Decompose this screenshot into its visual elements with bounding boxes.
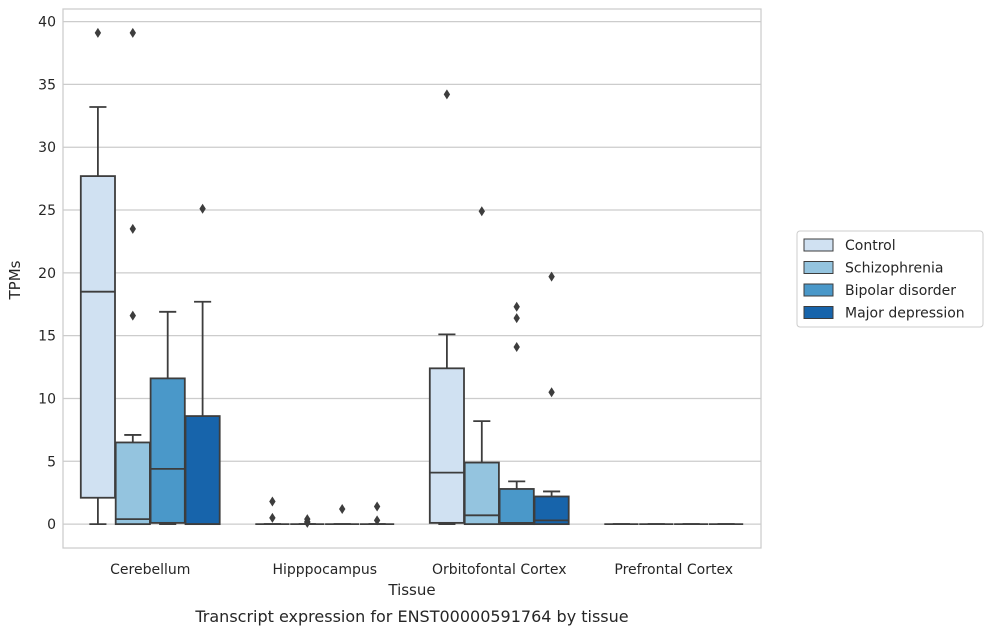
box-major-depression: [184, 203, 221, 526]
x-tick-labels: Cerebellum Hipppocampus Orbitofontal Corte…: [110, 562, 733, 578]
box-control: [428, 89, 465, 526]
legend-label: Control: [845, 238, 896, 254]
box-iqr: [79, 175, 116, 499]
box-control: [255, 496, 290, 526]
outlier-point: [269, 512, 276, 523]
outlier-point: [443, 89, 451, 100]
legend-swatch: [803, 238, 834, 252]
outlier-point: [513, 301, 520, 312]
box-iqr: [114, 441, 151, 526]
legend-label: Schizophrenia: [845, 261, 943, 277]
outlier-point: [373, 515, 381, 526]
box-groups: [79, 27, 744, 528]
box-schizophrenia: [463, 206, 500, 526]
y-tick-label: 10: [38, 391, 56, 407]
box-schizophrenia: [290, 514, 325, 528]
box-iqr: [463, 461, 500, 526]
outlier-point: [373, 501, 381, 512]
legend-swatch: [803, 283, 834, 297]
outlier-point: [304, 517, 311, 528]
y-tick-label: 35: [38, 77, 56, 93]
legend-frame: [796, 230, 984, 328]
chart-caption: Transcript expression for ENST0000059176…: [194, 607, 628, 626]
box-bipolar-disorder: [149, 310, 186, 526]
y-tick-label: 30: [38, 140, 56, 156]
x-tick-label: Orbitofontal Cortex: [432, 562, 567, 578]
x-axis-label: Tissue: [387, 581, 435, 599]
y-tick-labels: 0 5 10 15 20 25 30 35 40: [38, 15, 56, 534]
legend-label: Major depression: [845, 306, 965, 322]
outlier-point: [129, 223, 136, 234]
x-tick-label: Cerebellum: [110, 562, 190, 578]
y-tick-label: 25: [38, 203, 56, 219]
outlier-point: [129, 27, 136, 38]
box-major-depression: [533, 271, 570, 526]
y-tick-label: 0: [47, 517, 56, 533]
x-tick-label: Prefrontal Cortex: [614, 562, 733, 578]
box-bipolar-disorder: [498, 301, 535, 526]
outlier-point: [548, 387, 555, 398]
box-bipolar-disorder: [325, 504, 360, 526]
legend: Control Schizophrenia Bipolar disorder Majo…: [796, 230, 984, 328]
y-tick-label: 15: [38, 329, 56, 345]
y-tick-label: 20: [38, 266, 56, 282]
plot-frame: [62, 8, 762, 549]
x-tick-label: Hipppocampus: [272, 562, 377, 578]
legend-label: Bipolar disorder: [845, 283, 956, 299]
outlier-point: [478, 206, 485, 217]
outlier-point: [129, 310, 136, 321]
outlier-point: [513, 313, 520, 324]
box-major-depression: [359, 501, 395, 526]
box-iqr: [184, 415, 221, 526]
y-tick-label: 5: [47, 454, 56, 470]
y-tick-label: 40: [38, 15, 56, 31]
outlier-point: [339, 504, 346, 515]
legend-swatch: [803, 261, 834, 274]
outlier-point: [513, 341, 520, 352]
box-iqr: [498, 488, 535, 526]
legend-swatch: [803, 306, 834, 319]
box-iqr: [149, 377, 186, 524]
outlier-point: [199, 203, 206, 214]
y-axis-label: TPMs: [6, 260, 24, 300]
outlier-point: [269, 496, 276, 507]
outlier-point: [548, 271, 555, 282]
outlier-point: [94, 27, 102, 38]
box-schizophrenia: [114, 27, 151, 526]
box-control: [79, 27, 116, 526]
box-iqr: [428, 367, 465, 524]
